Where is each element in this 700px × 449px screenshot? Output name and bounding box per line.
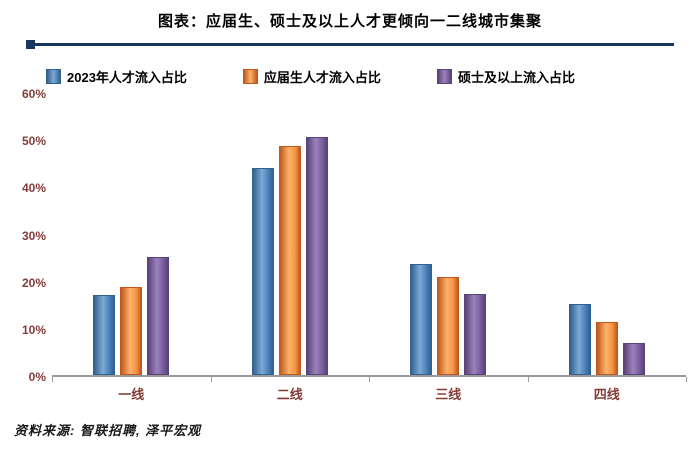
y-axis: 0% 10% 20% 30% 40% 50% 60% [10, 87, 52, 384]
bar [410, 264, 433, 375]
bar-group-二线 [211, 94, 370, 375]
chart-legend: 2023年人才流入占比 应届生人才流入占比 硕士及以上流入占比 [46, 67, 700, 86]
chart: 0% 10% 20% 30% 40% 50% 60% 一线 二线 三线 四线 [10, 87, 687, 403]
x-axis-tick [686, 377, 687, 382]
bar [305, 137, 328, 375]
y-tick-label: 60% [21, 87, 46, 101]
title-divider [26, 40, 674, 49]
legend-item-1: 应届生人才流入占比 [242, 67, 381, 86]
bar [251, 168, 274, 375]
legend-item-2: 硕士及以上流入占比 [436, 67, 575, 86]
bar [93, 295, 116, 375]
legend-swatch-icon [46, 69, 61, 84]
x-axis: 一线 二线 三线 四线 [52, 377, 686, 403]
bar [437, 276, 460, 375]
legend-label: 硕士及以上流入占比 [457, 70, 575, 85]
legend-label: 2023年人才流入占比 [67, 70, 187, 85]
x-label-一线: 一线 [118, 387, 145, 402]
y-tick-label: 50% [21, 134, 46, 149]
bar [147, 256, 170, 375]
y-tick-label: 40% [21, 181, 46, 196]
bar-group-一线 [52, 94, 211, 375]
x-label-四线: 四线 [593, 387, 620, 402]
y-tick-label: 20% [21, 275, 46, 290]
divider-line [26, 43, 674, 46]
legend-swatch-icon [436, 69, 452, 84]
legend-label: 应届生人才流入占比 [263, 70, 381, 85]
bar [622, 342, 645, 375]
bar-group-三线 [369, 94, 528, 375]
x-axis-tick [527, 377, 529, 382]
y-tick-label: 0% [28, 370, 46, 384]
x-label-三线: 三线 [435, 387, 462, 402]
bar [595, 322, 618, 375]
x-axis-tick [369, 377, 370, 382]
bar [278, 145, 301, 375]
x-axis-tick [210, 377, 212, 382]
bar-group-四线 [528, 94, 687, 375]
legend-item-0: 2023年人才流入占比 [46, 67, 187, 86]
chart-title: 图表：应届生、硕士及以上人才更倾向一二线城市集聚 [157, 13, 542, 30]
plot-area [52, 94, 687, 382]
y-tick-label: 10% [21, 322, 46, 337]
x-axis-tick [52, 377, 53, 382]
bar [464, 294, 487, 375]
y-tick-label: 30% [21, 228, 46, 243]
legend-swatch-icon [242, 69, 258, 84]
bar [568, 304, 591, 375]
source-note: 资料来源: 智联招聘, 泽平宏观 [14, 423, 202, 438]
bar [120, 287, 143, 375]
x-label-二线: 二线 [276, 387, 303, 402]
